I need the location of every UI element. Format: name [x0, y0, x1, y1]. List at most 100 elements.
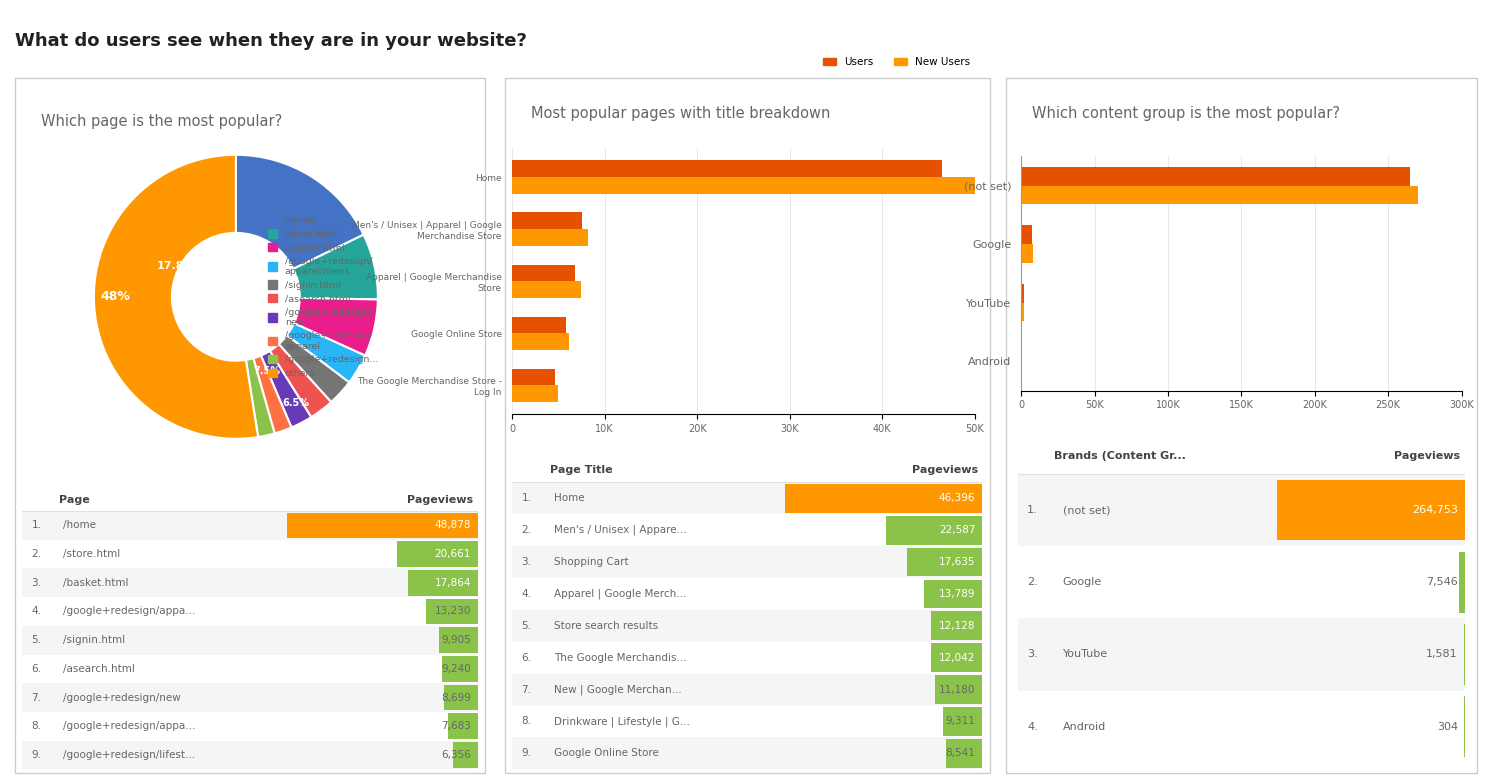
Text: Men's / Unisex | Appare...: Men's / Unisex | Appare...	[554, 525, 687, 536]
Text: 17,635: 17,635	[939, 557, 975, 567]
Text: 5.: 5.	[521, 621, 532, 631]
FancyBboxPatch shape	[22, 683, 478, 712]
Wedge shape	[279, 335, 349, 402]
Text: Brands (Content Gr...: Brands (Content Gr...	[1054, 451, 1185, 461]
Text: 22,587: 22,587	[939, 525, 975, 535]
Bar	[512, 212, 582, 229]
FancyBboxPatch shape	[512, 578, 982, 610]
FancyBboxPatch shape	[1459, 552, 1465, 612]
Bar	[512, 369, 555, 385]
FancyBboxPatch shape	[512, 737, 982, 769]
Text: 2.: 2.	[1027, 577, 1038, 587]
Text: 7.5%: 7.5%	[254, 366, 281, 376]
FancyBboxPatch shape	[22, 740, 478, 769]
Text: 7.: 7.	[521, 685, 532, 694]
FancyBboxPatch shape	[22, 712, 478, 740]
Text: 7,683: 7,683	[440, 721, 470, 731]
Text: 11,180: 11,180	[939, 685, 975, 694]
FancyBboxPatch shape	[442, 656, 478, 682]
Text: 304: 304	[1436, 722, 1459, 732]
Text: 9.: 9.	[521, 748, 532, 758]
FancyBboxPatch shape	[512, 674, 982, 705]
FancyBboxPatch shape	[947, 739, 982, 768]
FancyBboxPatch shape	[1018, 474, 1465, 546]
Text: What do users see when they are in your website?: What do users see when they are in your …	[15, 31, 527, 50]
Text: Google Online Store: Google Online Store	[554, 748, 660, 758]
Text: 2.: 2.	[31, 549, 42, 559]
Text: 1.: 1.	[31, 520, 42, 530]
Bar	[1021, 167, 1409, 186]
FancyBboxPatch shape	[426, 598, 478, 624]
FancyBboxPatch shape	[1006, 78, 1477, 773]
Text: Google: Google	[1063, 577, 1102, 587]
FancyBboxPatch shape	[448, 713, 478, 739]
Text: /store.html: /store.html	[63, 549, 121, 559]
FancyBboxPatch shape	[443, 685, 478, 711]
Text: 12,128: 12,128	[939, 621, 975, 631]
Text: Pageviews: Pageviews	[912, 465, 978, 475]
FancyBboxPatch shape	[287, 512, 478, 538]
Bar	[512, 160, 942, 177]
Bar	[512, 333, 569, 350]
FancyBboxPatch shape	[22, 626, 478, 654]
Text: 6.5%: 6.5%	[282, 398, 309, 408]
Text: Pageviews: Pageviews	[1394, 451, 1460, 461]
FancyBboxPatch shape	[942, 707, 982, 736]
Bar	[512, 316, 566, 333]
Text: 13,789: 13,789	[939, 589, 975, 599]
Wedge shape	[254, 355, 291, 433]
Text: Apparel | Google Merch...: Apparel | Google Merch...	[554, 589, 687, 599]
Text: /google+redesign/appa...: /google+redesign/appa...	[63, 721, 196, 731]
FancyBboxPatch shape	[924, 580, 982, 608]
Bar	[1021, 302, 1024, 321]
Bar	[512, 177, 975, 194]
Text: 6.: 6.	[31, 664, 42, 674]
FancyBboxPatch shape	[1277, 480, 1465, 540]
FancyBboxPatch shape	[452, 742, 478, 768]
FancyBboxPatch shape	[930, 612, 982, 640]
Text: Most popular pages with title breakdown: Most popular pages with title breakdown	[532, 105, 830, 121]
FancyBboxPatch shape	[512, 514, 982, 546]
Wedge shape	[261, 351, 311, 427]
Text: 17.8%: 17.8%	[157, 261, 196, 270]
Text: Which page is the most popular?: Which page is the most popular?	[40, 113, 282, 129]
Text: 9,240: 9,240	[440, 664, 470, 674]
Wedge shape	[94, 155, 258, 439]
Wedge shape	[246, 358, 275, 437]
FancyBboxPatch shape	[887, 516, 982, 544]
Text: Store search results: Store search results	[554, 621, 658, 631]
Text: 1.: 1.	[1027, 505, 1038, 515]
Text: Android: Android	[1063, 722, 1106, 732]
Text: /home: /home	[63, 520, 97, 530]
Text: 3.: 3.	[521, 557, 532, 567]
FancyBboxPatch shape	[22, 569, 478, 597]
Text: 7.: 7.	[31, 693, 42, 703]
Text: 4.: 4.	[1027, 722, 1038, 732]
FancyBboxPatch shape	[397, 541, 478, 567]
Bar	[1021, 226, 1032, 244]
Text: 46,396: 46,396	[939, 494, 975, 503]
Text: Pageviews: Pageviews	[408, 494, 473, 505]
Text: 48,878: 48,878	[434, 520, 470, 530]
Text: 1,581: 1,581	[1426, 650, 1459, 659]
Text: 5.: 5.	[31, 635, 42, 645]
Text: 17,864: 17,864	[434, 578, 470, 588]
Bar	[512, 265, 575, 281]
Bar	[1021, 284, 1024, 302]
FancyBboxPatch shape	[512, 483, 982, 514]
Text: /basket.html: /basket.html	[63, 578, 128, 588]
Wedge shape	[294, 298, 378, 355]
Bar	[1021, 186, 1418, 205]
FancyBboxPatch shape	[1018, 546, 1465, 619]
Wedge shape	[270, 344, 331, 417]
Text: /google+redesign/new: /google+redesign/new	[63, 693, 181, 703]
Text: 8,699: 8,699	[440, 693, 470, 703]
Text: 6.: 6.	[521, 653, 532, 663]
FancyBboxPatch shape	[439, 627, 478, 653]
Text: 48%: 48%	[100, 291, 130, 303]
Bar	[512, 385, 558, 402]
Text: 2.: 2.	[521, 525, 532, 535]
Text: /google+redesign/appa...: /google+redesign/appa...	[63, 607, 196, 616]
FancyBboxPatch shape	[22, 654, 478, 683]
FancyBboxPatch shape	[935, 676, 982, 704]
